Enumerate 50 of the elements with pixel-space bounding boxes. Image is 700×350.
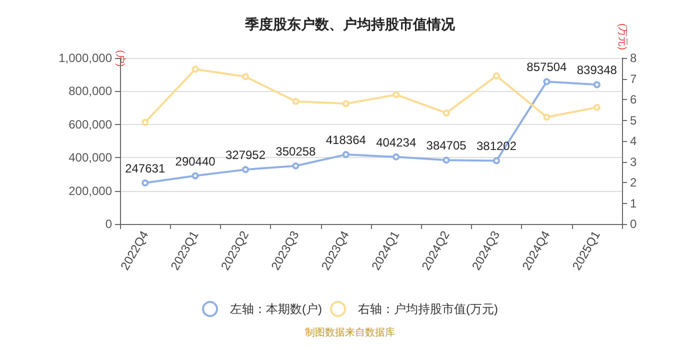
point [142, 179, 149, 186]
text: 制图数据来自数据库 [305, 326, 395, 338]
data-label: 404234 [376, 135, 416, 150]
point [142, 118, 149, 126]
y-tick-label: 200,000 [68, 184, 112, 198]
point [292, 162, 300, 170]
data-label: 381202 [476, 139, 517, 154]
point [342, 151, 350, 158]
point [442, 109, 450, 116]
data-label: 857504 [526, 60, 568, 74]
point [192, 172, 199, 180]
data-label: 384705 [426, 138, 467, 153]
data-label: 350258 [276, 144, 316, 158]
point [493, 157, 500, 164]
y2-tick-label: 0 [630, 217, 637, 231]
point [192, 66, 199, 73]
y-tick-label: 1,000,000 [58, 51, 112, 65]
data-label: 418364 [326, 133, 366, 148]
y-tick-label: 0 [105, 217, 112, 231]
point [242, 73, 249, 80]
legend-label: 左轴：本期数(户) [230, 302, 322, 316]
data-label: 290440 [175, 154, 216, 168]
y2-tick-label: 1 [630, 196, 637, 210]
y2-tick-label: 4 [630, 134, 637, 148]
y2-tick-label: 6 [630, 92, 637, 106]
point [593, 81, 600, 88]
point [292, 98, 300, 105]
point [392, 91, 400, 98]
point [392, 153, 400, 160]
point [593, 104, 600, 111]
y2-tick-label: 8 [630, 51, 637, 65]
data-label: 327952 [225, 148, 266, 162]
y2-tick-label: 7 [630, 72, 637, 86]
point [493, 72, 500, 80]
data-label: 247631 [125, 161, 166, 176]
y-tick-label: 400,000 [68, 150, 112, 165]
y2-tick-label: 5 [630, 113, 637, 128]
point [342, 100, 350, 108]
chart-title: 季度股东户数、户均持股市值情况 [244, 16, 456, 32]
y2-tick-label: 2 [630, 176, 637, 190]
point [442, 156, 450, 164]
data-label: 839348 [576, 63, 618, 78]
y-tick-label: 800,000 [68, 84, 112, 98]
y2-tick-label: 3 [630, 154, 637, 169]
y-tick-label: 600,000 [68, 117, 112, 132]
legend-label: 右轴：户均持股市值(万元) [358, 302, 498, 316]
point [543, 114, 550, 121]
point [543, 78, 550, 86]
y2-axis-title: (万元) [616, 23, 628, 50]
point [242, 166, 249, 174]
